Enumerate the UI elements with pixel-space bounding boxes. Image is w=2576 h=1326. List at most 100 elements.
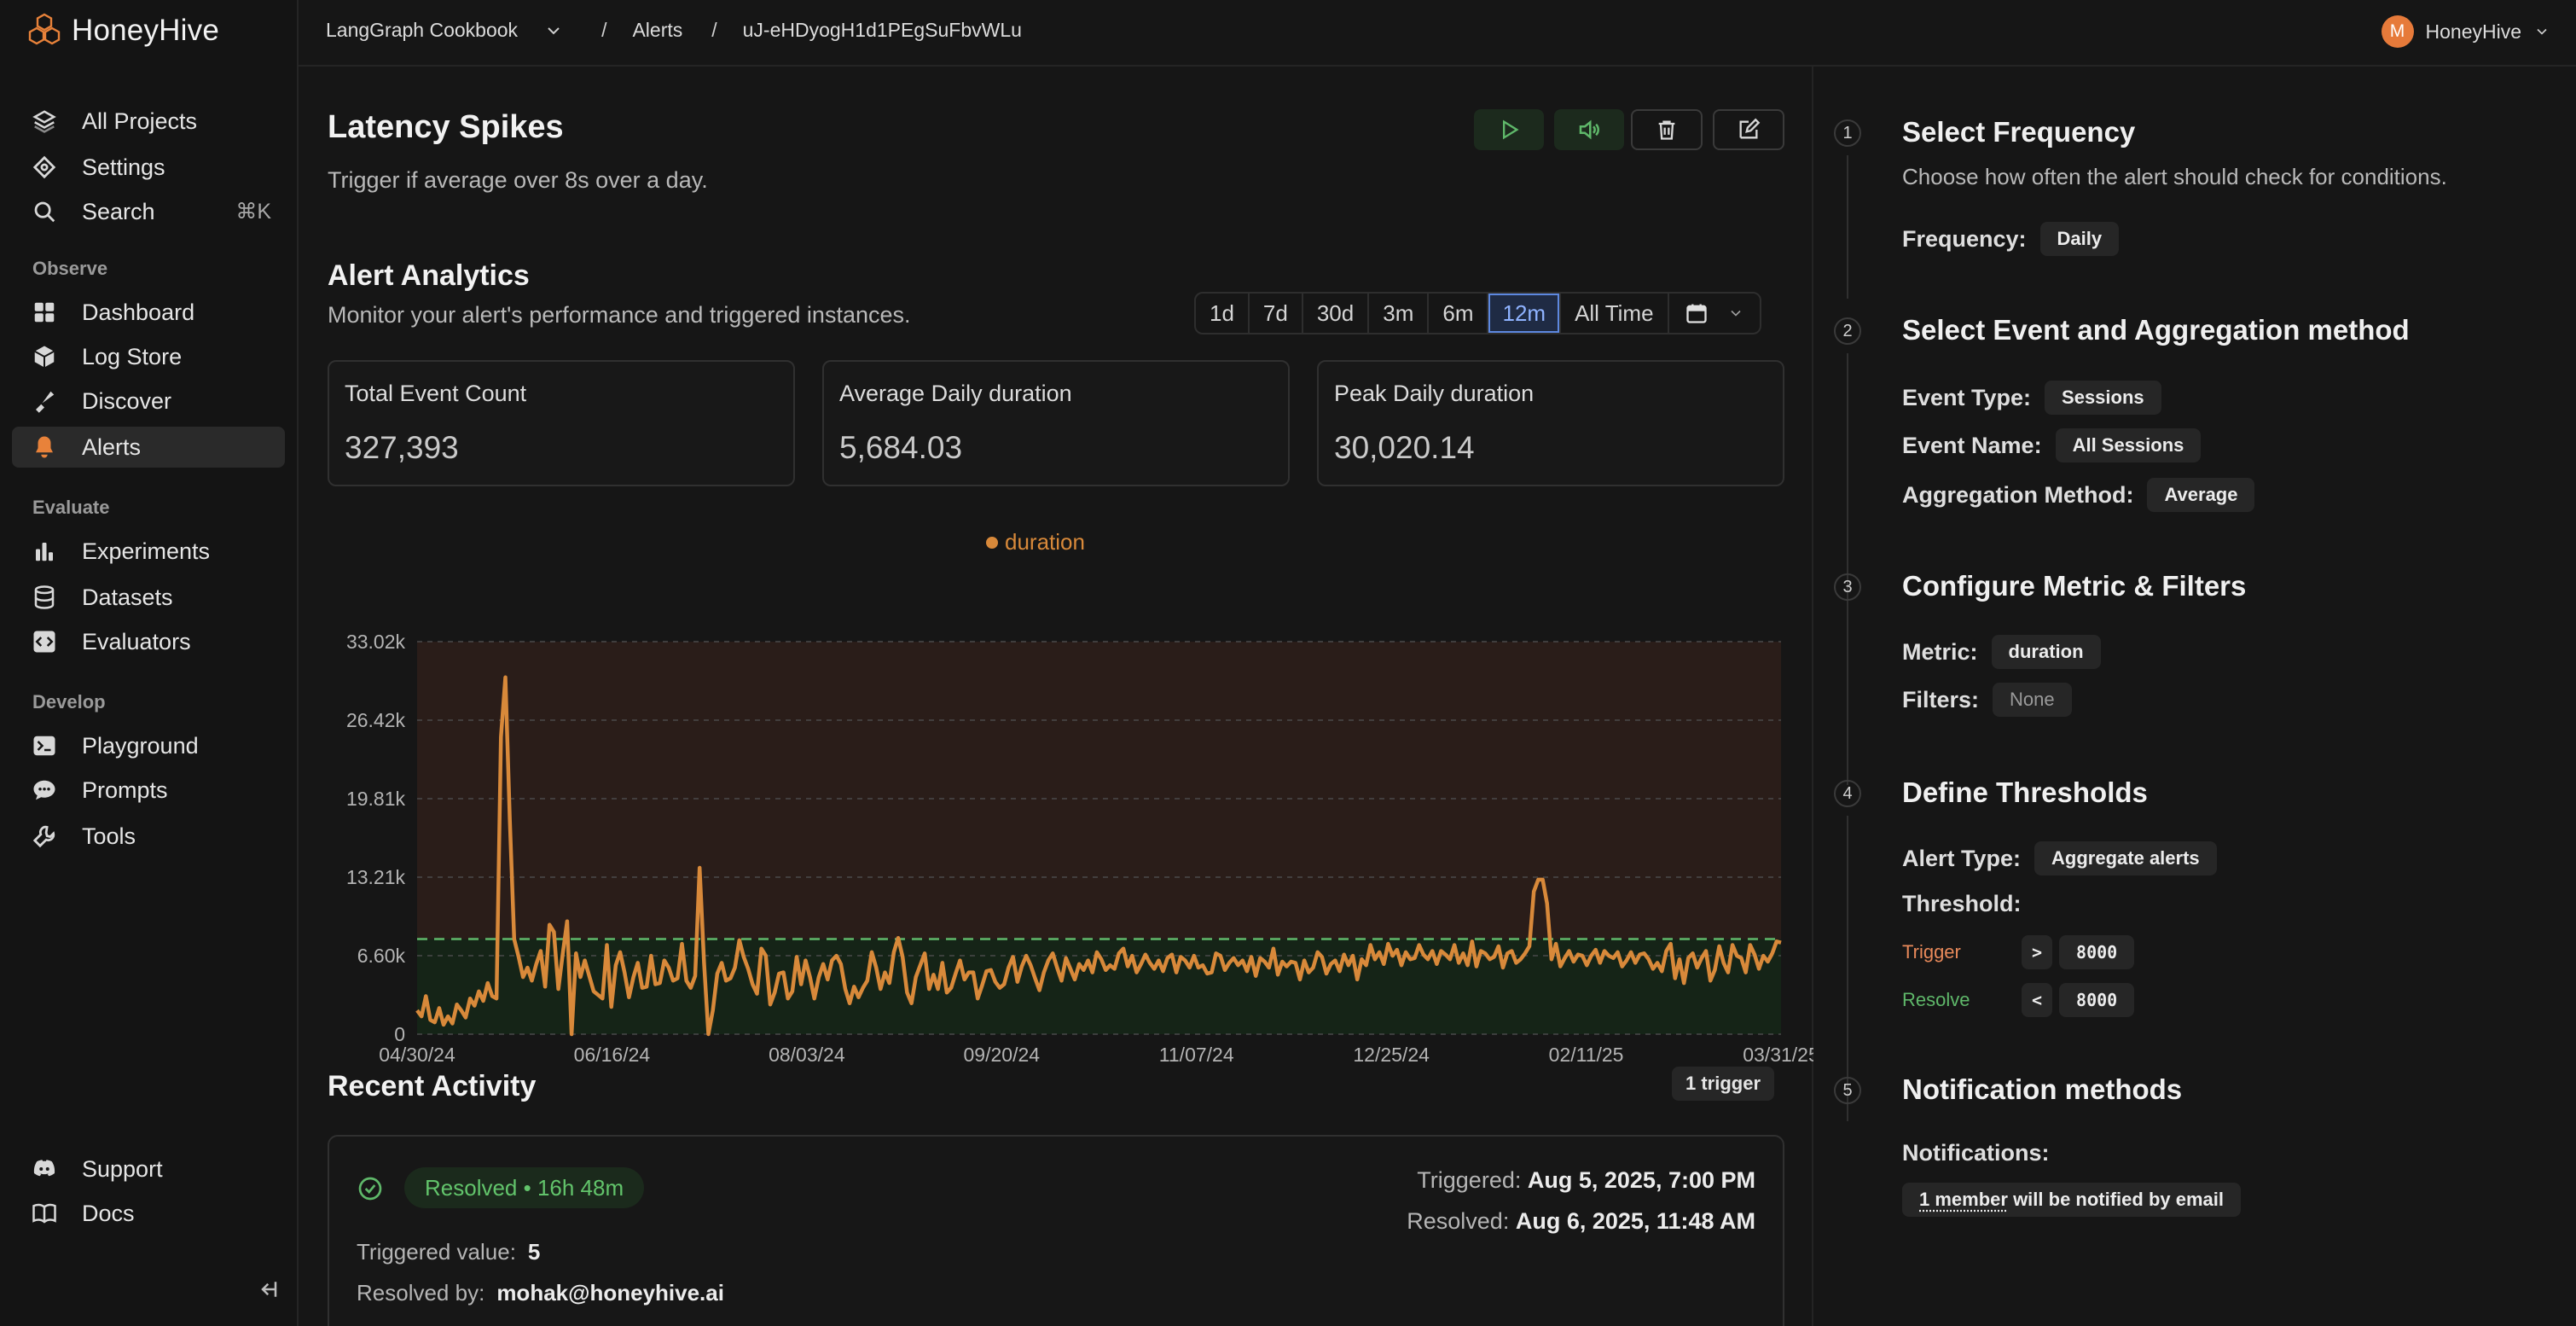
breadcrumb-alert-id: uJ-eHDyogH1d1PEgSuFbvWLu xyxy=(742,19,1022,41)
collapse-sidebar-icon[interactable] xyxy=(254,1277,280,1302)
resolved-at-row: Resolved: Aug 6, 2025, 11:48 AM xyxy=(1407,1208,1755,1235)
stat-card-avg-duration: Average Daily duration 5,684.03 xyxy=(822,360,1290,486)
metric-value[interactable]: duration xyxy=(1991,635,2101,669)
range-6m[interactable]: 6m xyxy=(1429,294,1489,333)
alert-config-panel: 1 Select Frequency Choose how often the … xyxy=(1813,65,2576,1326)
trigger-value[interactable]: 8000 xyxy=(2059,935,2135,969)
notify-chip[interactable]: 1 member will be notified by email xyxy=(1902,1183,2241,1217)
analytics-title: Alert Analytics xyxy=(328,259,530,292)
trigger-count-badge: 1 trigger xyxy=(1672,1067,1775,1101)
sidebar-item-docs[interactable]: Docs xyxy=(12,1193,285,1234)
metric-label: Metric: xyxy=(1902,638,1978,665)
sidebar-item-evaluators[interactable]: Evaluators xyxy=(12,621,285,662)
step-title-metric: Configure Metric & Filters xyxy=(1902,570,2247,602)
legend-label: duration xyxy=(1005,529,1085,555)
time-range-selector: 1d 7d 30d 3m 6m 12m All Time xyxy=(1194,292,1761,334)
sidebar-item-playground[interactable]: Playground xyxy=(12,725,285,766)
stat-card-peak-duration: Peak Daily duration 30,020.14 xyxy=(1317,360,1784,486)
range-1d[interactable]: 1d xyxy=(1196,294,1250,333)
x-tick-label: 12/25/24 xyxy=(1353,1044,1430,1065)
play-icon xyxy=(1497,118,1521,142)
step-title-event: Select Event and Aggregation method xyxy=(1902,314,2410,346)
sidebar-item-tools[interactable]: Tools xyxy=(12,816,285,857)
step-number: 3 xyxy=(1834,573,1861,601)
notifications-row: Notifications: xyxy=(1902,1140,2050,1166)
range-7d[interactable]: 7d xyxy=(1250,294,1303,333)
search-shortcut: ⌘K xyxy=(235,200,271,224)
sidebar-item-settings[interactable]: Settings xyxy=(12,147,285,188)
sidebar-item-all-projects[interactable]: All Projects xyxy=(12,101,285,142)
sidebar-item-search[interactable]: Search ⌘K xyxy=(12,191,285,232)
delete-button[interactable] xyxy=(1631,109,1703,150)
range-all-time[interactable]: All Time xyxy=(1561,294,1669,333)
resolved-at-value: Aug 6, 2025, 11:48 AM xyxy=(1515,1208,1755,1234)
sidebar-item-experiments[interactable]: Experiments xyxy=(12,531,285,572)
step-number: 5 xyxy=(1834,1077,1861,1104)
x-tick-label: 08/03/24 xyxy=(769,1044,845,1065)
breadcrumb: LangGraph Cookbook / Alerts / uJ-eHDyogH… xyxy=(326,19,1022,42)
section-label-evaluate: Evaluate xyxy=(32,497,110,518)
check-circle-icon xyxy=(357,1175,384,1202)
run-button[interactable] xyxy=(1474,109,1544,150)
filters-row: Filters: None xyxy=(1902,683,2072,717)
discord-icon xyxy=(29,1154,60,1184)
sidebar-item-prompts[interactable]: Prompts xyxy=(12,770,285,811)
sidebar-item-label: Experiments xyxy=(82,538,211,564)
resolve-threshold-row: Resolve < 8000 xyxy=(1902,983,2135,1017)
member-count-link[interactable]: 1 member xyxy=(1919,1189,2008,1210)
user-menu[interactable]: M HoneyHive xyxy=(2381,15,2551,48)
frequency-value[interactable]: Daily xyxy=(2039,222,2120,256)
sidebar: HoneyHive All Projects Settings Search ⌘… xyxy=(0,0,299,1326)
trigger-label: Trigger xyxy=(1902,941,1961,963)
trigger-operator[interactable]: > xyxy=(2022,935,2053,969)
filters-value[interactable]: None xyxy=(1993,683,2072,717)
range-12m[interactable]: 12m xyxy=(1488,294,1562,333)
resolved-by-row: Resolved by: mohak@honeyhive.ai xyxy=(357,1280,724,1306)
step-number: 4 xyxy=(1834,780,1861,807)
event-type-value[interactable]: Sessions xyxy=(2045,381,2161,415)
y-tick-label: 26.42k xyxy=(346,709,406,731)
range-30d[interactable]: 30d xyxy=(1303,294,1370,333)
sidebar-item-support[interactable]: Support xyxy=(12,1149,285,1189)
sidebar-item-datasets[interactable]: Datasets xyxy=(12,577,285,618)
stat-label: Average Daily duration xyxy=(839,381,1072,406)
sidebar-item-label: Playground xyxy=(82,732,199,759)
aggregation-value[interactable]: Average xyxy=(2147,478,2255,512)
triggered-value: 5 xyxy=(527,1239,541,1265)
sidebar-item-discover[interactable]: Discover xyxy=(12,381,285,422)
threshold-row: Threshold: xyxy=(1902,891,2022,917)
alert-type-value[interactable]: Aggregate alerts xyxy=(2034,841,2217,875)
edit-button[interactable] xyxy=(1713,109,1784,150)
notifications-label: Notifications: xyxy=(1902,1140,2050,1166)
sidebar-item-alerts[interactable]: Alerts xyxy=(12,427,285,468)
range-3m[interactable]: 3m xyxy=(1369,294,1430,333)
project-selector[interactable]: LangGraph Cookbook xyxy=(326,19,564,42)
section-label-observe: Observe xyxy=(32,258,108,279)
sidebar-item-log-store[interactable]: Log Store xyxy=(12,336,285,377)
step-number: 1 xyxy=(1834,119,1861,147)
chart-legend[interactable]: duration xyxy=(986,529,1085,555)
chevron-down-icon xyxy=(543,20,564,41)
recent-activity-title: Recent Activity xyxy=(328,1070,537,1102)
sidebar-item-dashboard[interactable]: Dashboard xyxy=(12,292,285,333)
x-tick-label: 02/11/25 xyxy=(1549,1044,1624,1065)
app-logo[interactable]: HoneyHive xyxy=(26,12,219,49)
step-connector xyxy=(1847,609,1848,785)
resolve-value[interactable]: 8000 xyxy=(2059,983,2135,1017)
dashboard-icon xyxy=(29,297,60,328)
resolve-label: Resolve xyxy=(1902,989,1970,1010)
resolve-operator[interactable]: < xyxy=(2022,983,2053,1017)
app-name: HoneyHive xyxy=(72,14,219,47)
event-name-value[interactable]: All Sessions xyxy=(2055,428,2202,462)
date-picker-button[interactable] xyxy=(1669,294,1760,333)
trigger-threshold-row: Trigger > 8000 xyxy=(1902,935,2135,969)
event-type-row: Event Type: Sessions xyxy=(1902,381,2161,415)
mute-toggle-button[interactable] xyxy=(1554,109,1624,150)
stat-card-total-events: Total Event Count 327,393 xyxy=(328,360,795,486)
activity-item[interactable]: Resolved • 16h 48m Triggered value: 5 Res… xyxy=(328,1135,1784,1326)
step-number: 2 xyxy=(1834,317,1861,345)
legend-dot xyxy=(986,536,998,549)
step-title-notifications: Notification methods xyxy=(1902,1073,2183,1105)
breadcrumb-alerts-link[interactable]: Alerts xyxy=(632,19,683,41)
bell-icon xyxy=(29,432,60,462)
